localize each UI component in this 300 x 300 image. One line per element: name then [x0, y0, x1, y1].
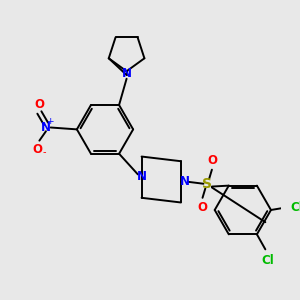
Text: O: O: [34, 98, 44, 112]
Text: +: +: [46, 117, 53, 126]
Text: O: O: [197, 201, 208, 214]
Text: N: N: [136, 170, 147, 183]
Text: S: S: [202, 177, 212, 191]
Text: O: O: [207, 154, 217, 167]
Text: -: -: [42, 147, 46, 157]
Text: N: N: [41, 121, 51, 134]
Text: Cl: Cl: [262, 254, 274, 267]
Text: Cl: Cl: [291, 201, 300, 214]
Text: O: O: [32, 142, 43, 156]
Text: N: N: [122, 67, 132, 80]
Text: N: N: [180, 176, 190, 188]
